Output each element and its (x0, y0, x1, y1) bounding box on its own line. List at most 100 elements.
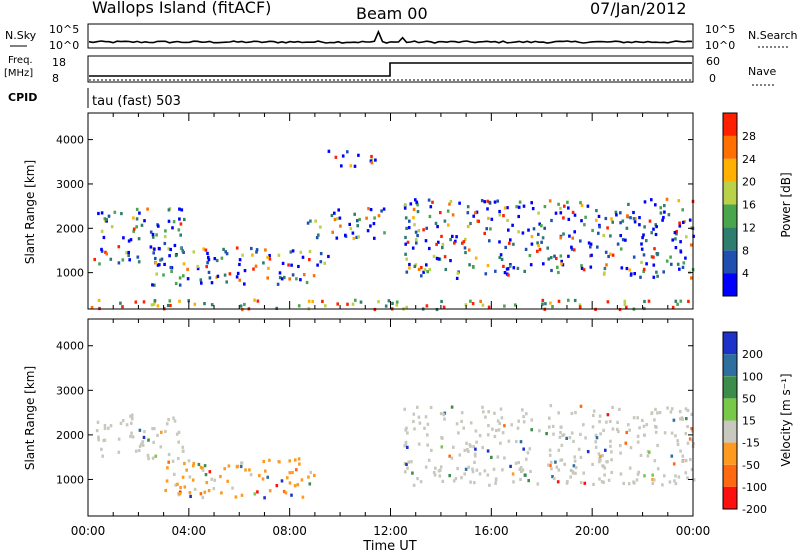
scatter-cell (455, 422, 459, 426)
scatter-cell (177, 430, 181, 434)
scatter-cell (633, 272, 636, 276)
scatter-cell (275, 484, 279, 488)
scatter-cell (638, 223, 641, 227)
scatter-cell (589, 242, 593, 246)
scatter-cell (113, 210, 117, 214)
scatter-cell (674, 237, 677, 241)
scatter-cell (295, 277, 298, 281)
scatter-cell (210, 281, 214, 285)
scatter-cell (647, 299, 651, 303)
power-scatter (90, 149, 695, 312)
scatter-cell (151, 283, 154, 287)
scatter-cell (451, 213, 455, 217)
scatter-cell (235, 275, 239, 279)
colorbar-swatch (723, 486, 737, 509)
scatter-cell (185, 468, 188, 472)
velocity-colorbar-label: Velocity [m s⁻¹] (779, 373, 793, 466)
scatter-cell (512, 242, 515, 246)
scatter-cell (404, 428, 407, 432)
scatter-cell (138, 428, 142, 432)
scatter-cell (653, 459, 657, 463)
scatter-cell (105, 252, 108, 256)
scatter-cell (690, 467, 694, 472)
scatter-cell (414, 238, 418, 242)
scatter-cell (251, 253, 254, 257)
scatter-cell (595, 209, 598, 213)
scatter-cell (654, 430, 658, 434)
scatter-cell (349, 227, 353, 231)
scatter-cell (97, 211, 100, 216)
scatter-cell (560, 458, 564, 462)
noise-trace (88, 29, 693, 44)
scatter-cell (603, 473, 606, 477)
scatter-cell (643, 225, 646, 229)
scatter-cell (166, 303, 170, 308)
scatter-cell (349, 164, 353, 168)
scatter-cell (223, 273, 227, 277)
scatter-cell (443, 255, 447, 259)
noise-sky-label: N.Sky (5, 29, 37, 42)
scatter-cell (191, 464, 195, 468)
scatter-cell (597, 231, 600, 235)
scatter-cell (656, 274, 659, 278)
scatter-cell (659, 211, 663, 215)
scatter-cell (508, 241, 511, 245)
scatter-cell (495, 428, 498, 433)
scatter-cell (160, 257, 164, 261)
scatter-cell (192, 250, 196, 254)
scatter-cell (679, 240, 682, 244)
scatter-cell (181, 249, 184, 253)
scatter-cell (636, 434, 640, 438)
scatter-cell (300, 478, 304, 482)
scatter-cell (132, 227, 136, 231)
scatter-cell (561, 433, 564, 438)
scatter-cell (498, 213, 502, 217)
noise-tick-left-top: 10^5 (49, 23, 79, 36)
velocity-ylabel: Slant Range [km] (23, 366, 37, 470)
scatter-cell (527, 228, 530, 232)
scatter-cell (655, 425, 658, 429)
x-axis-label: Time UT (362, 539, 416, 554)
scatter-cell (650, 411, 654, 415)
scatter-cell (427, 458, 431, 462)
scatter-cell (181, 475, 185, 479)
scatter-cell (422, 228, 425, 232)
scatter-cell (645, 423, 649, 427)
scatter-cell (653, 418, 656, 422)
scatter-cell (436, 225, 439, 229)
scatter-cell (556, 480, 560, 484)
scatter-cell (225, 252, 229, 256)
scatter-cell (663, 474, 666, 478)
scatter-cell (603, 271, 606, 275)
scatter-cell (102, 235, 106, 240)
scatter-cell (205, 265, 208, 269)
scatter-cell (291, 470, 294, 475)
scatter-cell (147, 457, 150, 461)
scatter-cell (569, 468, 573, 472)
scatter-cell (250, 246, 253, 251)
scatter-cell (288, 459, 291, 463)
scatter-cell (632, 480, 635, 484)
scatter-cell (264, 469, 267, 473)
scatter-cell (598, 477, 601, 481)
scatter-cell (622, 481, 625, 485)
scatter-cell (678, 267, 681, 271)
scatter-cell (411, 246, 415, 250)
scatter-cell (616, 242, 620, 246)
scatter-cell (637, 470, 641, 474)
scatter-cell (395, 300, 399, 304)
scatter-cell (205, 481, 209, 485)
scatter-cell (550, 218, 553, 223)
scatter-cell (199, 278, 203, 282)
scatter-cell (516, 266, 520, 270)
scatter-cell (419, 480, 423, 484)
scatter-cell (204, 473, 208, 477)
scatter-cell (210, 477, 214, 481)
scatter-cell (261, 477, 265, 481)
scatter-cell (403, 444, 406, 448)
scatter-cell (425, 304, 429, 308)
scatter-cell (567, 206, 570, 210)
scatter-cell (167, 219, 171, 223)
scatter-cell (404, 252, 407, 256)
scatter-cell (524, 473, 527, 477)
